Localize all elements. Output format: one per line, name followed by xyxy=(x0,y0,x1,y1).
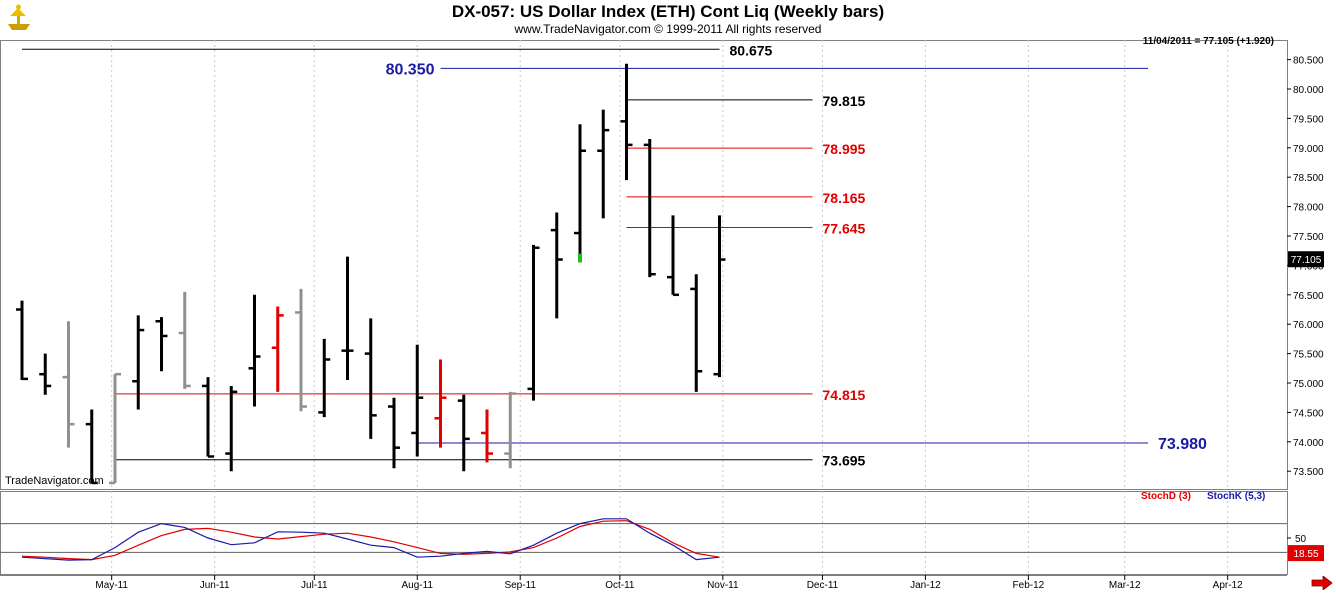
x-tick-label: Oct-11 xyxy=(605,580,635,591)
x-tick-label: Nov-11 xyxy=(707,580,739,591)
level-label: 77.645 xyxy=(823,220,866,236)
level-label: 78.995 xyxy=(823,141,866,157)
stoch-d-legend: StochD (3) xyxy=(1141,491,1191,502)
level-label: 73.980 xyxy=(1158,436,1207,453)
price-y-tick-label: 80.500 xyxy=(1293,56,1324,67)
price-y-tick-label: 75.500 xyxy=(1293,350,1324,361)
price-y-tick-label: 77.500 xyxy=(1293,232,1324,243)
level-label: 80.350 xyxy=(386,61,435,78)
x-tick-label: Apr-12 xyxy=(1213,580,1243,591)
price-y-tick-label: 79.500 xyxy=(1293,114,1324,125)
price-y-tick-label: 76.500 xyxy=(1293,291,1324,302)
stoch-k-legend: StochK (5,3) xyxy=(1207,491,1266,502)
stoch-last-box xyxy=(1288,545,1324,562)
x-tick-label: Jul-11 xyxy=(301,580,328,591)
price-y-tick-label: 73.500 xyxy=(1293,467,1324,478)
level-label: 73.695 xyxy=(823,453,866,469)
x-tick-label: Jun-11 xyxy=(200,580,230,591)
x-tick-label: Sep-11 xyxy=(504,580,536,591)
price-y-tick-label: 78.000 xyxy=(1293,203,1324,214)
price-y-tick-label: 76.000 xyxy=(1293,320,1324,331)
price-panel-frame xyxy=(0,40,1288,490)
last-price-box xyxy=(1288,251,1324,268)
scroll-right-arrow-icon[interactable] xyxy=(1311,576,1333,590)
x-tick-label: Mar-12 xyxy=(1109,580,1141,591)
level-label: 80.675 xyxy=(730,42,773,58)
x-tick-label: May-11 xyxy=(95,580,128,591)
level-label: 78.165 xyxy=(823,190,866,206)
x-tick-label: Feb-12 xyxy=(1013,580,1045,591)
x-tick-label: Dec-11 xyxy=(807,580,839,591)
stoch-panel-frame xyxy=(0,491,1288,575)
stoch-series-line xyxy=(21,518,720,561)
stoch-series-line xyxy=(21,520,720,561)
trade-navigator-logo-icon xyxy=(8,4,30,30)
x-tick-label: Jan-12 xyxy=(910,580,941,591)
price-y-tick-label: 80.000 xyxy=(1293,85,1324,96)
watermark: TradeNavigator.com xyxy=(5,475,104,487)
price-y-tick-label: 75.000 xyxy=(1293,379,1324,390)
chart-title: DX-057: US Dollar Index (ETH) Cont Liq (… xyxy=(451,2,885,21)
level-label: 79.815 xyxy=(823,93,866,109)
level-label: 74.815 xyxy=(823,387,866,403)
price-y-tick-label: 74.500 xyxy=(1293,408,1324,419)
chart-subtitle: www.TradeNavigator.com © 1999-2011 All r… xyxy=(514,22,822,36)
last-price-label: 77.105 xyxy=(1291,255,1322,266)
x-tick-label: Aug-11 xyxy=(401,580,433,591)
price-y-tick-label: 79.000 xyxy=(1293,144,1324,155)
stoch-last-label: 18.55 xyxy=(1293,549,1318,560)
price-y-tick-label: 78.500 xyxy=(1293,173,1324,184)
stoch-y-tick-label: 50 xyxy=(1295,534,1307,545)
last-quote: 11/04/2011 = 77.105 (+1.920) xyxy=(1142,36,1274,47)
price-y-tick-label: 74.000 xyxy=(1293,438,1324,449)
